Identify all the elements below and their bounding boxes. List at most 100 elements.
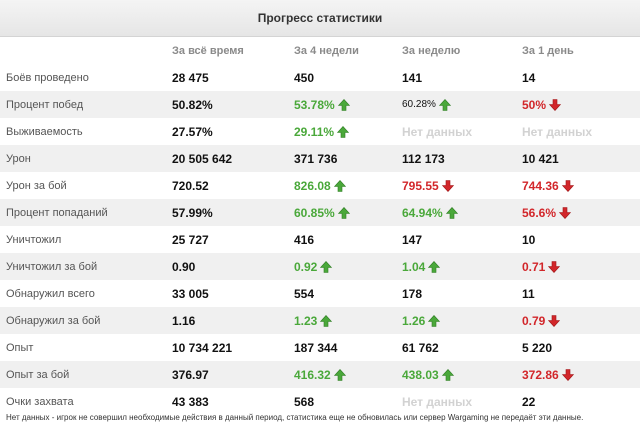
stat-cell: 57.99% xyxy=(172,199,294,226)
stat-value: 0.79 xyxy=(522,313,546,328)
arrow-up-icon xyxy=(445,206,458,219)
row-label: Очки захвата xyxy=(0,388,172,415)
stat-cell: 112 173 xyxy=(402,145,522,172)
table-header-row: За всё время За 4 недели За неделю За 1 … xyxy=(0,37,640,64)
arrow-up-icon xyxy=(441,368,454,381)
row-label: Уничтожил xyxy=(0,226,172,253)
column-header-4-weeks: За 4 недели xyxy=(294,37,402,64)
stat-value-wrap: 14 xyxy=(522,71,535,85)
header-empty xyxy=(0,37,172,64)
footnote: Нет данных - игрок не совершил необходим… xyxy=(6,413,584,422)
stat-cell: 0.90 xyxy=(172,253,294,280)
stat-value: 744.36 xyxy=(522,178,559,193)
stat-cell: 1.16 xyxy=(172,307,294,334)
stat-cell: 29.11% xyxy=(294,118,402,145)
stat-cell: 61 762 xyxy=(402,334,522,361)
table-row: Опыт за бой 376.97 416.32 438.03 372.86 xyxy=(0,361,640,388)
stat-value: 371 736 xyxy=(294,151,338,166)
stat-value-wrap: 720.52 xyxy=(172,179,209,193)
table-row: Боёв проведено 28 475 450 141 14 xyxy=(0,64,640,91)
row-label: Процент побед xyxy=(0,91,172,118)
stat-cell: 372.86 xyxy=(522,361,640,388)
stat-value: 20 505 642 xyxy=(172,151,233,166)
table-row: Уничтожил 25 727 416 147 10 xyxy=(0,226,640,253)
stat-cell: 371 736 xyxy=(294,145,402,172)
stat-value-wrap: 1.04 xyxy=(402,259,441,274)
stat-value: 178 xyxy=(402,286,423,301)
stat-value-wrap: 50.82% xyxy=(172,98,213,112)
stat-value-wrap: 64.94% xyxy=(402,206,458,220)
stat-value-wrap: 43 383 xyxy=(172,395,209,409)
stat-value: 376.97 xyxy=(172,367,209,382)
stat-value: 568 xyxy=(294,394,315,409)
stat-value: 372.86 xyxy=(522,367,559,382)
stat-cell: 10 421 xyxy=(522,145,640,172)
stat-value-wrap: 61 762 xyxy=(402,341,439,355)
table-row: Урон 20 505 642 371 736 112 173 10 421 xyxy=(0,145,640,172)
stat-value-wrap: 56.6% xyxy=(522,205,572,220)
stat-cell: 11 xyxy=(522,280,640,307)
stat-cell: 554 xyxy=(294,280,402,307)
stat-cell: 64.94% xyxy=(402,199,522,226)
stat-value-wrap: 57.99% xyxy=(172,206,213,220)
stat-value-wrap: 795.55 xyxy=(402,179,454,193)
stat-value: 416.32 xyxy=(294,367,331,382)
row-label: Выживаемость xyxy=(0,118,172,145)
stat-cell: 20 505 642 xyxy=(172,145,294,172)
stat-cell: 416.32 xyxy=(294,361,402,388)
stat-value: 1.04 xyxy=(402,259,426,274)
stat-value: 22 xyxy=(522,394,536,409)
stat-value-wrap: 371 736 xyxy=(294,152,337,166)
row-label: Обнаружил за бой xyxy=(0,307,172,334)
stat-cell: 5 220 xyxy=(522,334,640,361)
stat-value: 14 xyxy=(522,70,536,85)
arrow-up-icon xyxy=(337,98,350,111)
table-row: Процент побед 50.82% 53.78% 60.28% 50% xyxy=(0,91,640,118)
stat-value-wrap: 0.90 xyxy=(172,260,195,274)
row-label: Урон xyxy=(0,145,172,172)
stat-value: 450 xyxy=(294,70,315,85)
column-header-all-time: За всё время xyxy=(172,37,294,64)
stat-value: 187 344 xyxy=(294,340,338,355)
stat-value-wrap: 27.57% xyxy=(172,125,213,139)
stat-value-wrap: 60.28% xyxy=(402,98,451,111)
stat-value: 1.26 xyxy=(402,313,426,328)
stat-value: 43 383 xyxy=(172,394,209,409)
row-label: Боёв проведено xyxy=(0,64,172,91)
panel-title: Прогресс статистики xyxy=(0,0,640,37)
stat-value-wrap: Нет данных xyxy=(402,125,472,139)
stat-value: 25 727 xyxy=(172,232,209,247)
stat-value-wrap: 372.86 xyxy=(522,368,574,382)
row-label: Уничтожил за бой xyxy=(0,253,172,280)
stat-value-wrap: 112 173 xyxy=(402,152,445,166)
row-label: Опыт xyxy=(0,334,172,361)
stat-cell: 28 475 xyxy=(172,64,294,91)
table-row: Очки захвата 43 383 568 Нет данных 22 xyxy=(0,388,640,415)
stat-value: 64.94% xyxy=(402,205,443,220)
stat-cell: Нет данных xyxy=(402,388,522,415)
stat-value-wrap: 10 734 221 xyxy=(172,341,232,355)
stat-value: 60.28% xyxy=(402,99,436,110)
table-row: Уничтожил за бой 0.90 0.92 1.04 0.71 xyxy=(0,253,640,280)
arrow-down-icon xyxy=(548,314,561,327)
stat-cell: 147 xyxy=(402,226,522,253)
stat-value-wrap: 438.03 xyxy=(402,368,454,382)
stat-value-wrap: Нет данных xyxy=(402,395,472,409)
stat-value: 57.99% xyxy=(172,205,213,220)
table-row: Обнаружил за бой 1.16 1.23 1.26 0.79 xyxy=(0,307,640,334)
stat-cell: Нет данных xyxy=(402,118,522,145)
stat-cell: 141 xyxy=(402,64,522,91)
stat-value-wrap: 1.26 xyxy=(402,313,441,328)
stat-value-wrap: 744.36 xyxy=(522,179,574,193)
table-row: Урон за бой 720.52 826.08 795.55 744.36 xyxy=(0,172,640,199)
stat-value-wrap: 1.23 xyxy=(294,314,333,328)
stat-value: 56.6% xyxy=(522,205,557,220)
stat-cell: 1.26 xyxy=(402,307,522,334)
stat-value: 0.90 xyxy=(172,259,196,274)
arrow-up-icon xyxy=(320,314,333,327)
stat-value-wrap: 416.32 xyxy=(294,368,346,382)
stat-value-wrap: 147 xyxy=(402,233,422,247)
stat-value: 0.71 xyxy=(522,259,546,274)
column-header-week: За неделю xyxy=(402,37,522,64)
arrow-down-icon xyxy=(561,368,574,381)
